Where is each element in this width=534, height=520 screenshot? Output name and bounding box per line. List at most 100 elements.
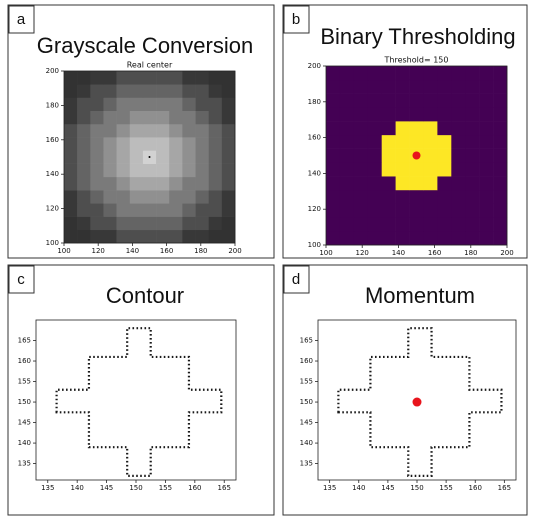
heatmap-cell: [465, 189, 480, 204]
x-tick-label: 160: [188, 484, 201, 492]
heatmap-cell: [367, 176, 382, 191]
heatmap-cell: [451, 176, 466, 191]
heatmap-cell: [116, 97, 131, 111]
heatmap-cell: [221, 216, 236, 231]
heatmap-cell: [64, 137, 78, 151]
heatmap-cell: [103, 97, 117, 111]
heatmap-cell: [90, 190, 104, 204]
heatmap-cell: [195, 123, 209, 138]
heatmap-cell: [326, 162, 341, 177]
heatmap-cell: [353, 217, 369, 232]
panel-heading: Contour: [106, 283, 184, 308]
heatmap-cell: [353, 176, 369, 191]
heatmap-cell: [77, 110, 91, 125]
heatmap-cell: [90, 110, 104, 125]
heatmap-cell: [353, 121, 369, 136]
heatmap-cell: [395, 176, 410, 191]
heatmap-cell: [353, 231, 369, 246]
heatmap-cell: [90, 97, 104, 111]
heatmap-cell: [423, 134, 438, 149]
heatmap-cell: [465, 79, 480, 94]
heatmap-cell: [395, 148, 410, 163]
heatmap-cell: [353, 66, 369, 81]
heatmap-cell: [367, 121, 382, 136]
heatmap-cell: [381, 189, 396, 204]
heatmap-cell: [326, 217, 341, 232]
heatmap-cell: [326, 148, 341, 163]
heatmap-cell: [451, 134, 466, 149]
heatmap-cell: [129, 110, 144, 125]
heatmap-cell: [465, 203, 480, 218]
heatmap-cell: [423, 162, 438, 177]
x-tick-label: 140: [392, 249, 405, 257]
plot-title: Real center: [127, 61, 173, 70]
heatmap-cell: [208, 190, 223, 204]
heatmap-cell: [367, 217, 382, 232]
heatmap-cell: [381, 148, 396, 163]
heatmap-cell: [221, 203, 236, 217]
heatmap-cell: [409, 93, 424, 108]
contour-line: [337, 327, 503, 477]
x-tick-label: 120: [92, 247, 105, 255]
heatmap-cell: [129, 137, 144, 151]
heatmap-cell: [169, 216, 183, 231]
heatmap-cell: [182, 84, 196, 98]
heatmap-cell: [493, 107, 508, 122]
heatmap-cell: [479, 231, 494, 246]
heatmap-cell: [493, 93, 508, 108]
heatmap-cell: [221, 137, 236, 151]
heatmap-cell: [437, 66, 452, 81]
heatmap-cell: [156, 97, 170, 111]
heatmap-cell: [182, 176, 196, 191]
heatmap-cell: [339, 66, 355, 81]
heatmap-cell: [339, 176, 355, 191]
panel-label: a: [17, 11, 26, 28]
heatmap-cell: [381, 203, 396, 218]
panel-border: [7, 4, 275, 259]
heatmap-cell: [381, 134, 396, 149]
heatmap-cell: [129, 123, 144, 138]
heatmap-cell: [381, 93, 396, 108]
x-tick-label: 120: [356, 249, 369, 257]
heatmap-cell: [64, 71, 78, 85]
x-tick-label: 165: [218, 484, 231, 492]
heatmap-cell: [103, 229, 117, 244]
heatmap-cell: [423, 231, 438, 246]
heatmap-cell: [465, 148, 480, 163]
heatmap-cell: [90, 176, 104, 191]
heatmap-cell: [437, 93, 452, 108]
heatmap-cell: [116, 137, 131, 151]
heatmap-cell: [156, 176, 170, 191]
heatmap-cell: [195, 203, 209, 217]
heatmap-cell: [353, 189, 369, 204]
heatmap-cell: [423, 93, 438, 108]
x-tick-label: 155: [159, 484, 172, 492]
heatmap-cell: [64, 216, 78, 231]
heatmap-cell: [479, 79, 494, 94]
heatmap-cell: [353, 79, 369, 94]
heatmap-cell: [169, 150, 183, 164]
heatmap-cell: [195, 84, 209, 98]
heatmap-cell: [182, 229, 196, 244]
heatmap-cell: [77, 71, 91, 85]
heatmap-cell: [451, 79, 466, 94]
heatmap-cell: [437, 134, 452, 149]
heatmap-cell: [465, 176, 480, 191]
heatmap-cell: [156, 163, 170, 178]
heatmap-cell: [409, 134, 424, 149]
heatmap-cell: [142, 203, 157, 217]
heatmap-cell: [182, 123, 196, 138]
heatmap-cell: [409, 162, 424, 177]
y-tick-label: 180: [46, 101, 59, 109]
heatmap-cell: [493, 66, 508, 81]
heatmap-cell: [493, 176, 508, 191]
heatmap-cell: [182, 71, 196, 85]
heatmap-cell: [182, 137, 196, 151]
heatmap-cell: [493, 217, 508, 232]
heatmap-cell: [116, 216, 131, 231]
heatmap-cell: [90, 150, 104, 164]
heatmap-cell: [409, 79, 424, 94]
x-tick-label: 180: [464, 249, 477, 257]
plot-frame: [63, 70, 236, 244]
heatmap-cell: [339, 162, 355, 177]
